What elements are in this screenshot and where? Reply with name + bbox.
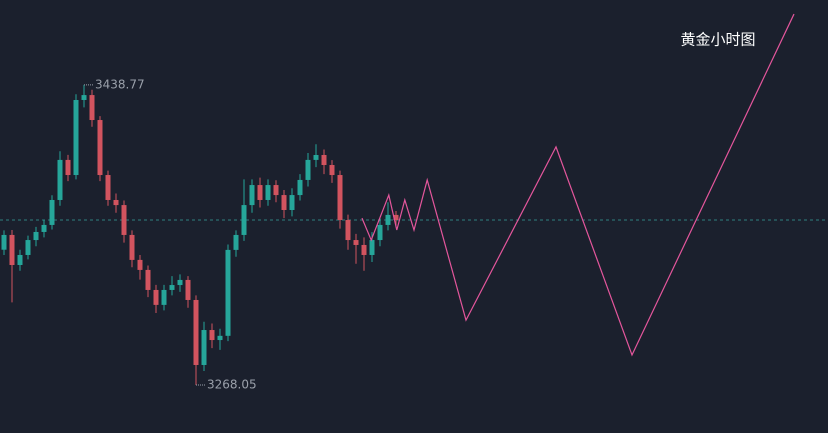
candle-body: [297, 179, 303, 196]
low-label: 3268.05: [207, 377, 257, 391]
candle-body: [249, 185, 255, 206]
candle-body: [57, 159, 63, 200]
candle-body: [49, 199, 55, 225]
candle-body: [81, 95, 87, 100]
candle-body: [321, 154, 327, 166]
candle-body: [121, 205, 127, 235]
candle-body: [41, 224, 47, 232]
candle-body: [353, 240, 359, 245]
candle-body: [153, 289, 159, 305]
candle-body: [89, 95, 95, 121]
candle-body: [313, 154, 319, 160]
candle-body: [65, 159, 71, 176]
high-label: 3438.77: [95, 77, 145, 91]
candle-body: [185, 279, 191, 300]
candle-body: [97, 120, 103, 176]
candle-body: [33, 231, 39, 241]
candle-body: [161, 289, 167, 305]
candle-body: [257, 185, 263, 200]
candle-body: [289, 195, 295, 210]
candle-body: [281, 195, 287, 210]
candle-body: [369, 240, 375, 255]
candle-body: [329, 165, 335, 176]
candle-body: [345, 220, 351, 241]
candle-body: [17, 254, 23, 266]
candle-body: [105, 175, 111, 200]
candle-body: [25, 240, 31, 255]
candle-body: [393, 214, 399, 221]
candle-body: [225, 249, 231, 336]
candle-body: [137, 259, 143, 270]
candle-body: [305, 159, 311, 180]
candle-body: [113, 199, 119, 206]
candle-body: [177, 279, 183, 286]
candle-body: [169, 285, 175, 290]
candle-body: [377, 224, 383, 241]
candle-body: [129, 234, 135, 260]
candle-body: [193, 299, 199, 365]
candle-body: [209, 330, 215, 341]
candle-body: [337, 175, 343, 221]
candle-body: [217, 335, 223, 341]
candle-body: [241, 205, 247, 235]
candle-body: [273, 185, 279, 196]
candle-body: [145, 269, 151, 290]
candle-body: [9, 234, 15, 266]
candle-body: [201, 330, 207, 365]
chart-title: 黄金小时图: [680, 31, 755, 49]
candle-body: [361, 244, 367, 255]
projection-line: [361, 13, 795, 357]
candle-body: [385, 214, 391, 225]
candle-body: [1, 234, 7, 250]
candle-body: [73, 99, 79, 176]
candle-body: [233, 234, 239, 250]
candle-body: [265, 185, 271, 200]
